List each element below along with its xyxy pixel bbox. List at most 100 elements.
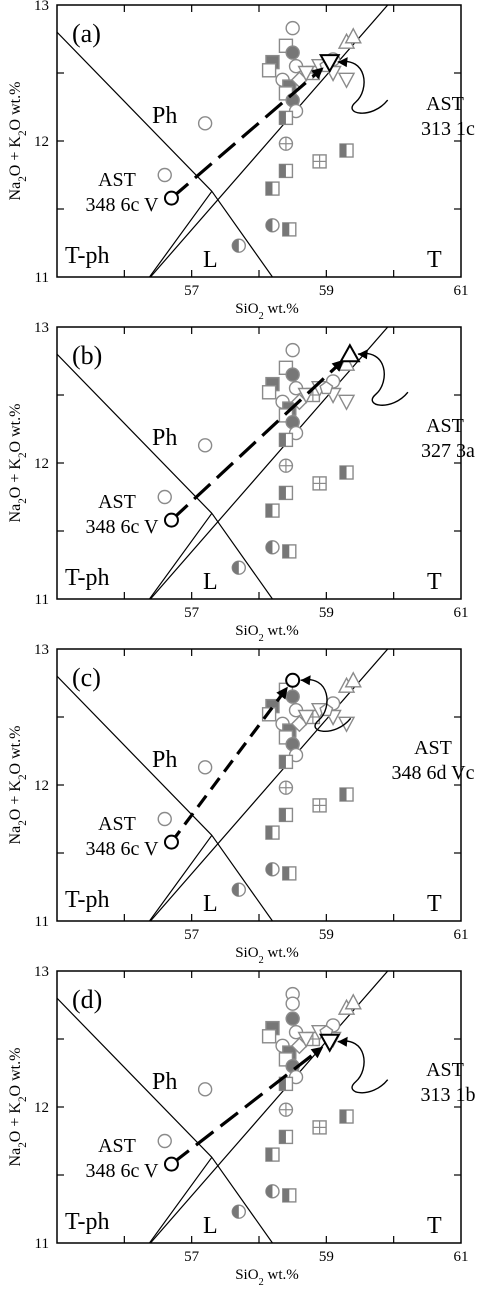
data-point (282, 1188, 297, 1203)
data-point (339, 1109, 354, 1124)
data-point (282, 866, 297, 881)
data-point (265, 503, 280, 518)
data-point (297, 65, 315, 82)
end-sample-marker (318, 54, 341, 74)
y-axis-label: Na2O + K2O wt.% (7, 82, 29, 201)
data-point (337, 72, 356, 89)
field-label-t-ph: T-ph (65, 565, 109, 591)
trend-arrow-line (170, 71, 319, 200)
chart-panel-4: 57 59 61 11 12 13 SiO2 wt.% Na2O + K2O wt.% (d) P… (7, 964, 476, 1288)
x-tick-label: 59 (319, 927, 334, 943)
y-tick-label: 12 (34, 1100, 49, 1116)
plot-area (57, 649, 389, 921)
plot-frame (56, 648, 462, 922)
field-label-t: T (427, 247, 442, 273)
data-point (285, 342, 300, 358)
x-tick-label: 59 (319, 1249, 334, 1265)
data-point (265, 1147, 280, 1162)
x-tick-label: 59 (319, 283, 334, 299)
plot-frame (56, 326, 462, 600)
y-tick-label: 13 (34, 0, 49, 14)
data-point (231, 1204, 247, 1219)
trend-arrow-head (276, 686, 288, 700)
data-point (157, 811, 172, 827)
end-label-leader-head (357, 349, 368, 360)
chart-panel-2: 57 59 61 11 12 13 SiO2 wt.% Na2O + K2O wt.% (b) P… (7, 320, 475, 644)
data-point (344, 27, 362, 44)
data-point (337, 354, 356, 371)
data-point (278, 458, 294, 473)
x-axis-label: SiO2 wt.% (235, 301, 299, 322)
x-axis-label: SiO2 wt.% (235, 1267, 299, 1288)
data-point (278, 807, 294, 823)
data-point (285, 45, 300, 60)
data-point (278, 485, 294, 501)
data-point (231, 560, 247, 575)
chart-panel-3: 57 59 61 11 12 13 SiO2 wt.% Na2O + K2O wt.% (c) P… (7, 642, 475, 966)
y-tick-label: 11 (35, 270, 49, 286)
data-point (297, 709, 315, 726)
field-boundary-line (148, 1156, 213, 1243)
plot-frame (56, 4, 462, 278)
field-label-l: L (203, 891, 218, 917)
data-point (339, 143, 354, 158)
start-sample-marker (163, 190, 179, 206)
data-point (285, 689, 300, 704)
data-point (261, 1029, 277, 1044)
end-sample-label-1: AST (426, 1059, 464, 1081)
x-tick-label: 59 (319, 605, 334, 621)
data-point (197, 1082, 213, 1097)
end-label-leader (300, 678, 352, 732)
data-point (285, 996, 300, 1011)
end-label-leader-head (300, 675, 311, 686)
y-tick-label: 11 (35, 1236, 49, 1252)
data-point (278, 163, 294, 179)
data-point (278, 432, 294, 448)
trend-arrow-head (310, 1046, 324, 1059)
end-sample-label-1: AST (414, 737, 452, 759)
field-boundary-line (148, 834, 213, 921)
y-tick-label: 12 (34, 134, 49, 150)
data-point (197, 438, 213, 453)
end-label-leader (337, 60, 389, 114)
y-tick-label: 13 (34, 320, 49, 336)
end-label-leader (337, 1040, 389, 1094)
x-tick-label: 61 (454, 283, 469, 299)
field-label-t: T (427, 891, 442, 917)
data-point (282, 544, 297, 559)
field-boundary-line (57, 675, 213, 836)
panel-label: (b) (72, 341, 102, 370)
trend-arrow-line (170, 1050, 319, 1166)
y-axis-label: Na2O + K2O wt.% (7, 404, 29, 523)
end-label-leader-head (337, 57, 348, 68)
field-boundary-line (149, 327, 389, 599)
start-sample-marker (163, 512, 179, 528)
trend-arrow-line (170, 363, 340, 522)
field-label-ph: Ph (152, 103, 177, 129)
field-label-ph: Ph (152, 1069, 177, 1095)
trend-arrow-head (331, 359, 345, 372)
x-axis-label: SiO2 wt.% (235, 945, 299, 966)
data-point (265, 218, 280, 233)
field-label-ph: Ph (152, 747, 177, 773)
x-tick-label: 57 (184, 1249, 200, 1265)
start-sample-label-2: 348 6c V (86, 1160, 160, 1182)
field-label-l: L (203, 247, 218, 273)
field-label-t-ph: T-ph (65, 243, 109, 269)
field-label-ph: Ph (152, 425, 177, 451)
panel-label: (c) (72, 663, 101, 692)
panel-label: (a) (72, 19, 101, 48)
data-point (337, 716, 356, 733)
field-label-t: T (427, 1213, 442, 1239)
field-boundary-line (148, 190, 213, 277)
x-tick-label: 57 (184, 927, 200, 943)
data-point (231, 238, 247, 253)
data-point (197, 116, 213, 131)
start-sample-label-2: 348 6c V (86, 516, 160, 538)
end-sample-marker (285, 672, 301, 688)
x-tick-label: 61 (454, 605, 469, 621)
data-point (285, 367, 300, 382)
end-sample-marker (318, 1033, 341, 1053)
end-label-leader-head (337, 1036, 348, 1047)
start-sample-label-1: AST (98, 169, 136, 191)
